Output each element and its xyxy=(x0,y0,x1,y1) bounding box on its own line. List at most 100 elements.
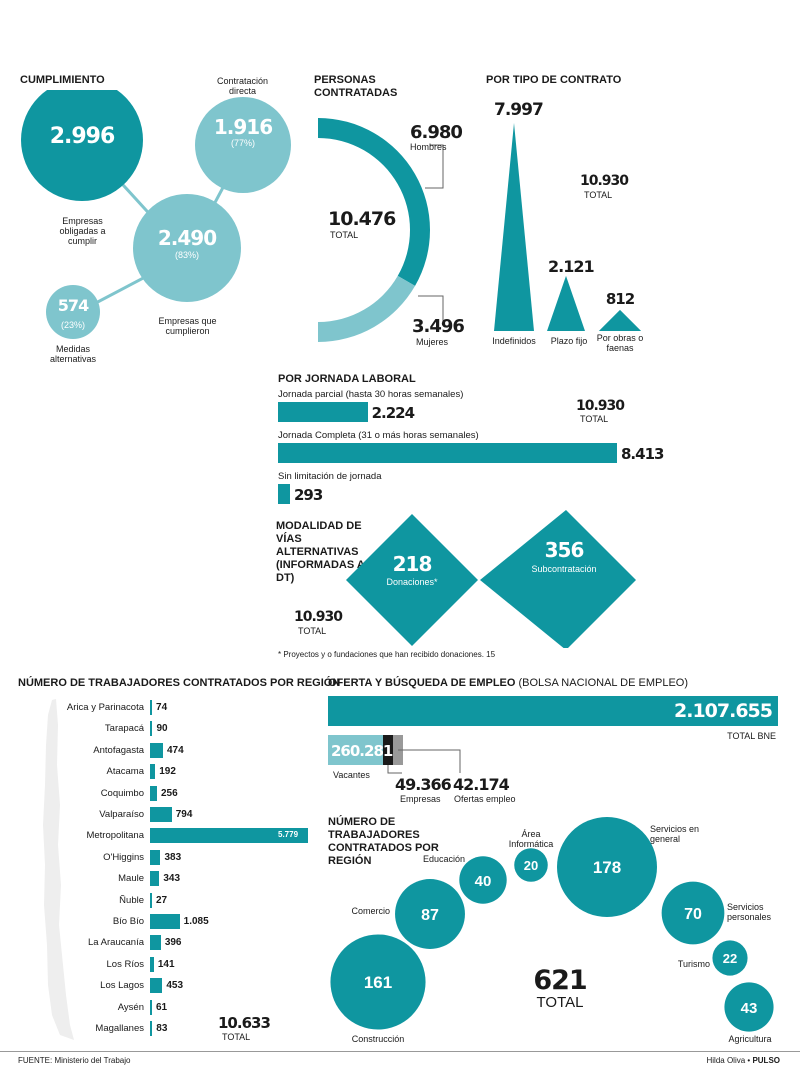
directa-label: Contratación directa xyxy=(216,76,269,96)
label-area-informatica: Área Informática xyxy=(508,829,554,849)
bubble-cumplieron xyxy=(133,194,241,302)
chile-map-icon xyxy=(43,699,74,1040)
footer-brand: PULSO xyxy=(752,1056,780,1065)
region-label: Aysén xyxy=(117,1001,144,1013)
personas-half-donut xyxy=(318,118,444,342)
jornada-bar-sin-limitacion xyxy=(278,484,290,504)
jornada-value-parcial: 2.224 xyxy=(371,404,415,422)
region-bar xyxy=(150,956,154,972)
bne-total-label: TOTAL BNE xyxy=(727,731,776,741)
bne-empresas-bar xyxy=(383,735,393,765)
region-value: 83 xyxy=(156,1023,168,1034)
cumplieron-label: Empresas que cumplieron xyxy=(158,316,217,336)
region-value: 383 xyxy=(164,851,182,863)
contrato-title: POR TIPO DE CONTRATO xyxy=(486,74,622,86)
contrato-triangles xyxy=(494,123,642,331)
region-label: Coquimbo xyxy=(100,787,144,799)
region-label: O'Higgins xyxy=(103,851,144,863)
jornada-label-0: Jornada parcial (hasta 30 horas semanale… xyxy=(278,389,464,400)
value-comercio: 87 xyxy=(421,907,439,924)
region-label: Maule xyxy=(118,873,144,885)
footer-divider xyxy=(0,1051,800,1052)
hombres-leader xyxy=(425,144,444,189)
hombres-value: 6.980 xyxy=(410,122,463,143)
ofertas-leader xyxy=(398,749,461,773)
bubble-alternativas xyxy=(46,285,100,339)
bne-title: OFERTA Y BÚSQUEDA DE EMPLEO (BOLSA NACIO… xyxy=(328,677,688,689)
hombres-label: Hombres xyxy=(410,142,447,152)
value-educacion: 40 xyxy=(475,873,492,890)
subcontratacion-value: 356 xyxy=(544,538,585,562)
bne-title-rest: (BOLSA NACIONAL DE EMPLEO) xyxy=(518,677,689,689)
region-value: 74 xyxy=(156,702,168,713)
modalidad-total-label: TOTAL xyxy=(298,626,327,636)
value-construccion: 161 xyxy=(364,973,392,992)
indefinidos-value: 7.997 xyxy=(494,100,544,120)
value-area-informatica: 20 xyxy=(524,858,538,873)
region-value: 141 xyxy=(157,958,175,970)
region-value: 453 xyxy=(166,980,184,992)
region-bar xyxy=(150,828,308,844)
jornada-title: POR JORNADA LABORAL xyxy=(278,373,416,385)
mujeres-leader xyxy=(418,295,444,322)
triangle-plazo-fijo xyxy=(547,275,585,331)
region-value: 343 xyxy=(163,873,181,885)
region-total-label: TOTAL xyxy=(222,1032,251,1042)
alternativas-pct: (23%) xyxy=(60,320,85,330)
region-label: Metropolitana xyxy=(86,830,144,842)
ofertas-label: Ofertas empleo xyxy=(454,794,516,804)
region-label: La Araucanía xyxy=(88,937,144,949)
region-value: 192 xyxy=(159,766,176,778)
bne-sub-bars xyxy=(328,735,461,774)
region-bar xyxy=(150,764,156,780)
value-servicios-general: 178 xyxy=(593,858,621,877)
arc-hombres xyxy=(318,118,430,286)
label-servicios-personales: Servicios personales xyxy=(727,902,772,922)
region-bar xyxy=(150,849,161,865)
value-turismo: 22 xyxy=(723,951,737,966)
empresas-label: Empresas xyxy=(400,794,441,804)
sector-total: 621 xyxy=(533,965,587,996)
region-label: Los Lagos xyxy=(100,980,144,992)
region-label: Valparaíso xyxy=(99,809,144,820)
plazo-value: 2.121 xyxy=(548,257,595,276)
contrato-total-label: TOTAL xyxy=(584,190,613,200)
jornada-bar-parcial xyxy=(278,402,368,422)
donaciones-label: Donaciones* xyxy=(386,577,438,587)
obligadas-label: Empresas obligadas a cumplir xyxy=(59,216,106,246)
modalidad-diamonds xyxy=(346,510,636,648)
vacantes-value: 260.281 xyxy=(331,742,393,760)
mujeres-label: Mujeres xyxy=(416,337,449,347)
bubble-obligadas xyxy=(21,90,143,201)
region-value: 256 xyxy=(160,787,178,799)
bubble-servicios-general xyxy=(557,817,657,917)
bubble-construccion xyxy=(330,934,426,1030)
region-value: 61 xyxy=(156,1001,168,1013)
region-value: 396 xyxy=(164,937,182,949)
label-servicios-general: Servicios en general xyxy=(650,824,700,844)
empresas-value: 49.366 xyxy=(395,775,452,794)
region-label: Arica y Parinacota xyxy=(66,702,144,713)
region-bar xyxy=(150,914,180,929)
empresas-leader xyxy=(387,765,402,774)
bubble-servicios-personales xyxy=(661,881,725,945)
region-value: 1.085 xyxy=(183,916,209,927)
value-servicios-personales: 70 xyxy=(684,906,702,923)
region-bar xyxy=(150,742,163,758)
diamond-subcontratacion xyxy=(480,510,636,648)
region-bar xyxy=(150,999,152,1015)
sector-bubble-chart: 161 87 40 20 178 70 22 43 xyxy=(330,817,774,1032)
bne-total-bar xyxy=(328,696,778,726)
value-agricultura: 43 xyxy=(741,1000,758,1017)
cumplimiento-title: CUMPLIMIENTO xyxy=(20,74,105,86)
subcontratacion-label: Subcontratación xyxy=(531,564,597,574)
plazo-label: Plazo fijo xyxy=(550,336,588,346)
region-bar xyxy=(150,1021,153,1036)
region-value: 794 xyxy=(175,809,193,820)
region-value: 5.779 xyxy=(278,830,299,840)
region-bar xyxy=(150,700,153,715)
region-label: Bío Bío xyxy=(112,916,144,927)
region-value: 474 xyxy=(166,744,184,756)
label-agricultura: Agricultura xyxy=(728,1034,772,1044)
label-turismo: Turismo xyxy=(677,959,710,969)
